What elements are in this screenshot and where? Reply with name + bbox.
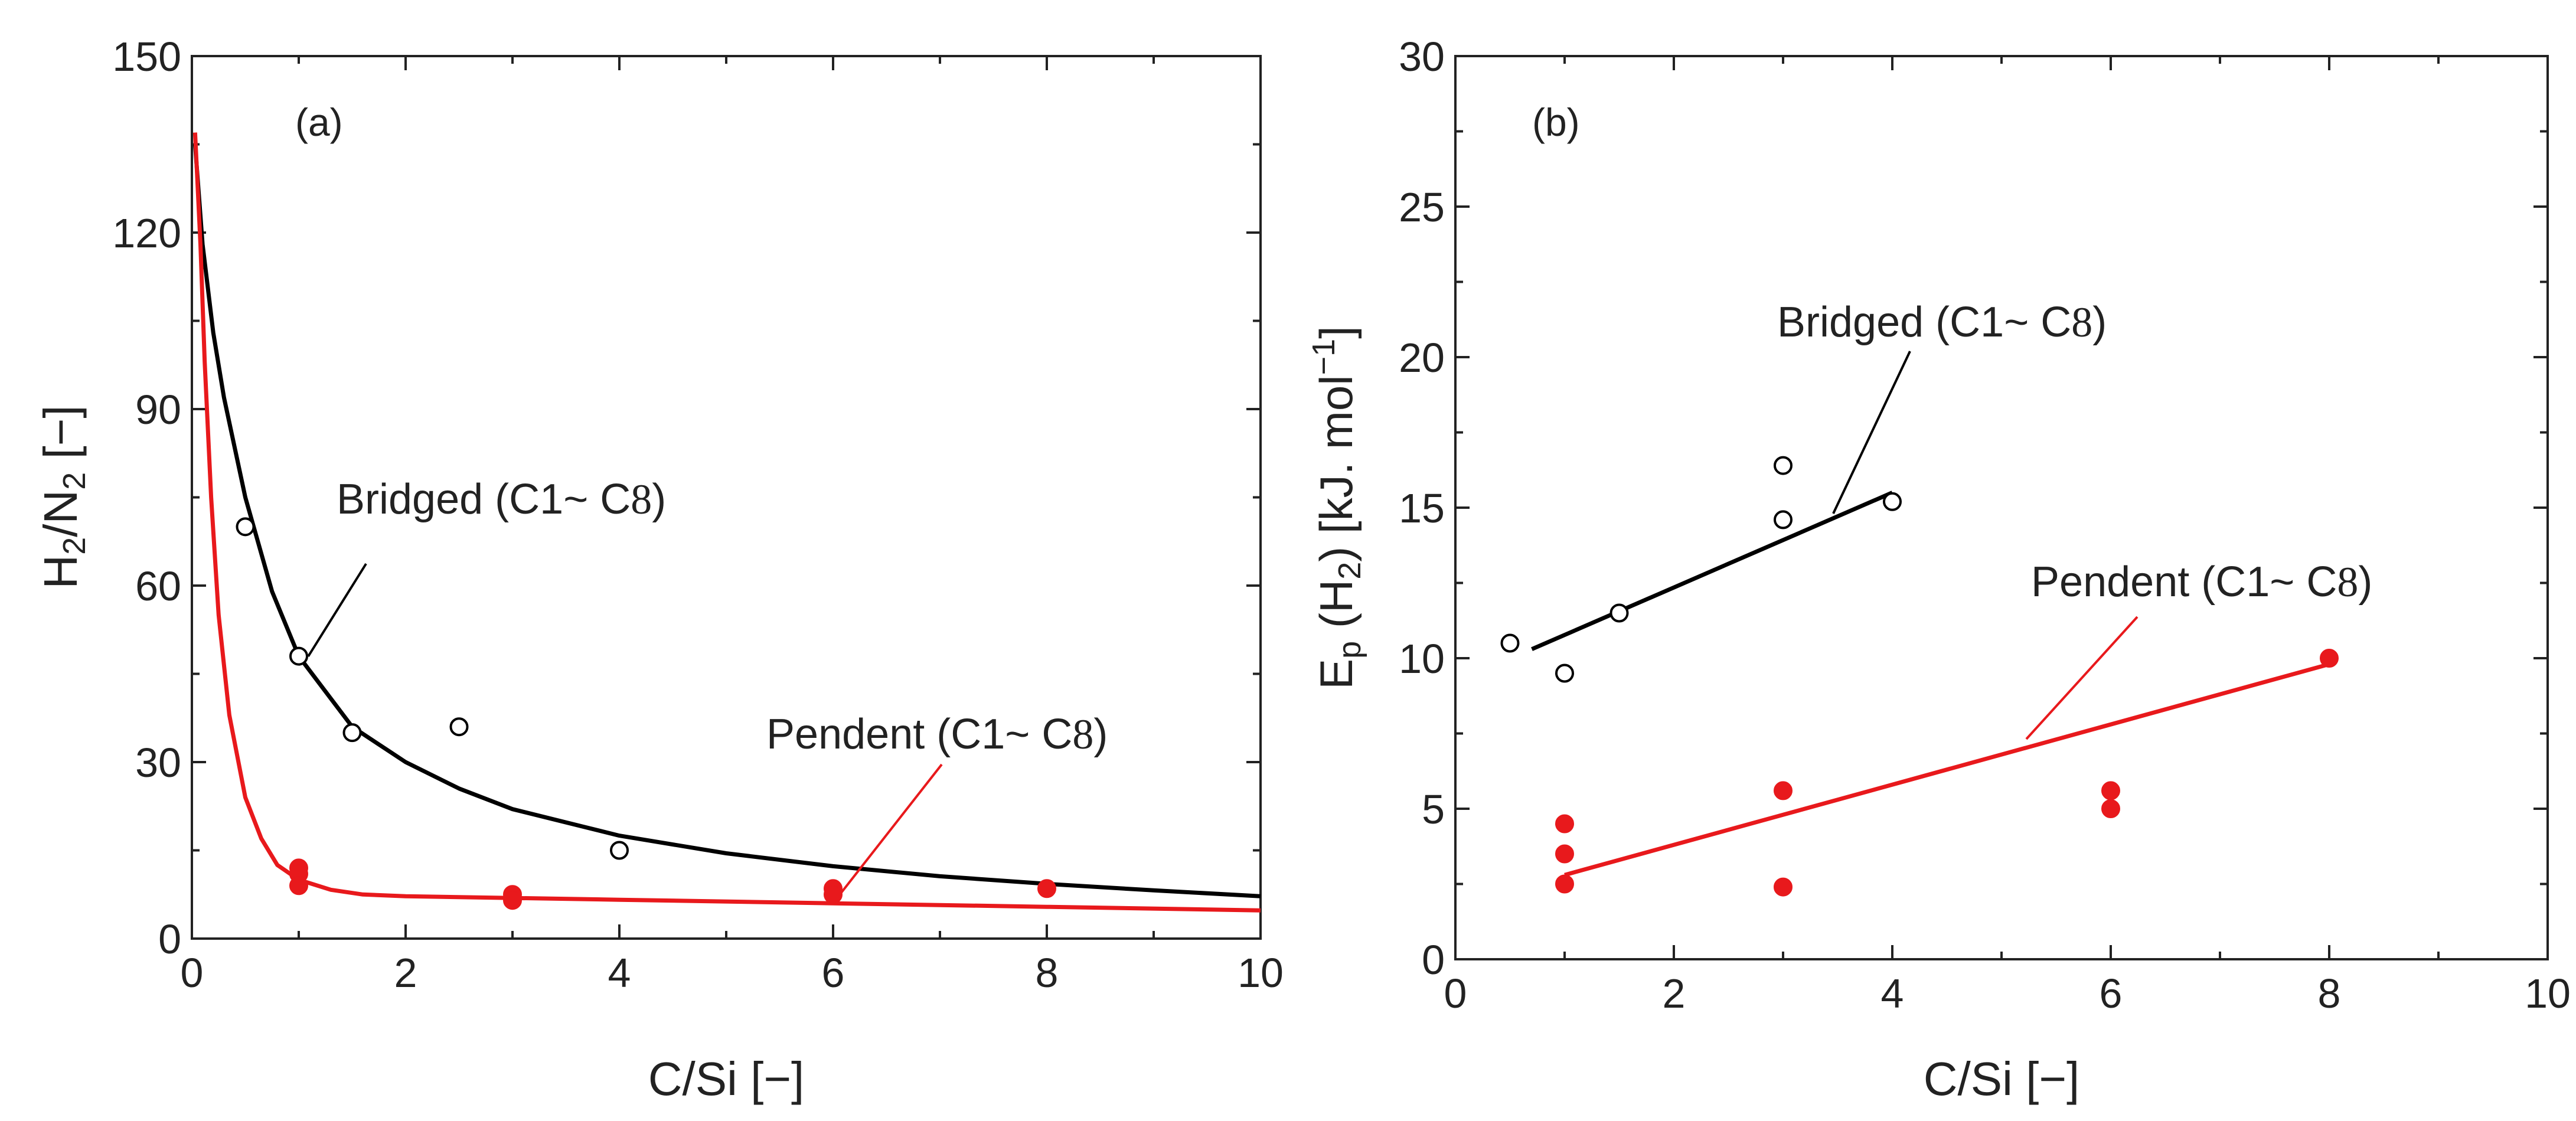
panel-a-bridged-leader-line bbox=[307, 563, 367, 658]
panel-b-x-axis-title: C/Si [−] bbox=[1924, 1053, 2080, 1105]
panel-a-pendent-annotation: Pendent (C1~ C8) bbox=[766, 711, 1108, 758]
panel-b-bridged-data-point bbox=[1609, 603, 1629, 623]
panel-a-bridged-data-point bbox=[342, 723, 362, 743]
panel-b-x-tick-label: 0 bbox=[1444, 970, 1467, 1017]
panel-a-bridged-data-point bbox=[449, 717, 469, 737]
panel-b-y-tick-label: 30 bbox=[1399, 34, 1445, 80]
panel-a-pendent-data-point bbox=[503, 891, 522, 910]
panel-b-y-tick-label: 10 bbox=[1399, 636, 1445, 682]
panel-a-pendent-fit-line bbox=[192, 132, 1261, 913]
panel-b-y-tick-label: 15 bbox=[1399, 485, 1445, 531]
panel-a-ticks bbox=[191, 55, 1262, 940]
panel-a-x-tick-label: 8 bbox=[1036, 950, 1059, 996]
panel-a-data-points bbox=[236, 517, 1056, 910]
panel-b-pendent-data-point bbox=[1774, 781, 1793, 800]
panel-b-pendent-data-point bbox=[1555, 814, 1574, 834]
panel-b-fit-lines bbox=[1531, 491, 2330, 877]
panel-b-pendent-leader-line bbox=[2025, 616, 2138, 740]
panel-b-bridged-data-point bbox=[1500, 633, 1520, 653]
panel-b-x-tick-label: 10 bbox=[2525, 970, 2571, 1017]
panel-b-data-points bbox=[1500, 456, 2339, 897]
panel-a-x-tick-label: 10 bbox=[1238, 950, 1284, 996]
panel-b-tick-labels: 0 2 4 6 8 10 0 5 10 15 20 25 30 bbox=[1399, 34, 2571, 1017]
panel-b-pendent-data-point bbox=[2101, 781, 2120, 800]
panel-b-x-tick-label: 2 bbox=[1663, 970, 1686, 1017]
panel-b-pendent-annotation: Pendent (C1~ C8) bbox=[2031, 558, 2372, 606]
panel-a-y-tick-label: 60 bbox=[135, 563, 181, 609]
panel-a-label: (a) bbox=[295, 100, 343, 144]
panel-a-pendent-data-point bbox=[289, 876, 308, 896]
panel-a-y-tick-label: 0 bbox=[158, 916, 181, 962]
panel-a-y-tick-label: 90 bbox=[135, 387, 181, 433]
panel-a-tick-labels: 0 2 4 6 8 10 0 30 60 90 120 150 bbox=[112, 34, 1284, 996]
panel-a-x-tick-label: 2 bbox=[394, 950, 417, 996]
panel-b-bridged-annotation: Bridged (C1~ C8) bbox=[1777, 299, 2107, 346]
panel-a-x-axis-title: C/Si [−] bbox=[648, 1053, 805, 1105]
panel-b: 0 2 4 6 8 10 0 5 10 15 20 25 30 (b) Bridged (C1~ C8)… bbox=[1306, 34, 2571, 1105]
panel-b-pendent-fit-line bbox=[1564, 662, 2330, 877]
panel-a-bridged-data-point bbox=[610, 841, 629, 860]
panel-b-pendent-data-point bbox=[1555, 874, 1574, 894]
panel-b-y-tick-label: 0 bbox=[1422, 937, 1445, 983]
panel-a-pendent-data-point bbox=[1037, 879, 1056, 898]
panel-b-bridged-data-point bbox=[1774, 456, 1793, 475]
panel-b-label: (b) bbox=[1532, 100, 1580, 144]
panel-a-y-axis-title: H2/N2 [−] bbox=[34, 405, 92, 589]
panel-a-fit-curves bbox=[192, 132, 1261, 913]
panel-b-bridged-fit-line bbox=[1531, 491, 1893, 651]
panel-b-pendent-data-point bbox=[1555, 844, 1574, 864]
panel-b-pendent-data-point bbox=[2320, 649, 2339, 668]
panel-b-y-tick-label: 20 bbox=[1399, 335, 1445, 381]
panel-a-bridged-data-point bbox=[236, 517, 255, 537]
panel-b-pendent-data-point bbox=[1774, 877, 1793, 897]
panel-b-pendent-data-point bbox=[2101, 799, 2120, 818]
panel-a-x-tick-label: 6 bbox=[822, 950, 845, 996]
panel-b-bridged-data-point bbox=[1555, 664, 1574, 683]
panel-a-bridged-data-point bbox=[289, 646, 308, 666]
panel-a-bridged-annotation: Bridged (C1~ C8) bbox=[337, 476, 666, 523]
panel-b-y-axis-title: Ep (H2) [kJ. mol−1] bbox=[1306, 326, 1367, 689]
panel-b-bridged-data-point bbox=[1883, 492, 1902, 511]
panel-a-y-tick-label: 120 bbox=[112, 210, 181, 256]
panel-a-y-tick-label: 150 bbox=[112, 34, 181, 80]
panel-a: 0 2 4 6 8 10 0 30 60 90 120 150 (a) Bridged (C1~ C8… bbox=[34, 34, 1284, 1105]
panel-a-bridged-fit-line bbox=[192, 144, 1261, 898]
panel-a-pendent-leader-line bbox=[840, 763, 943, 894]
panel-b-plot-frame bbox=[1454, 55, 2549, 960]
panel-a-pendent-data-point bbox=[824, 885, 843, 904]
panel-b-bridged-data-point bbox=[1774, 510, 1793, 530]
panel-b-x-tick-label: 8 bbox=[2318, 970, 2341, 1017]
panel-b-x-tick-label: 4 bbox=[1881, 970, 1904, 1017]
panel-a-x-tick-label: 4 bbox=[608, 950, 631, 996]
panel-b-y-tick-label: 5 bbox=[1422, 786, 1445, 832]
panel-b-bridged-leader-line bbox=[1832, 351, 1911, 514]
panel-b-ticks bbox=[1454, 55, 2549, 960]
panel-b-x-tick-label: 6 bbox=[2100, 970, 2123, 1017]
panel-b-y-tick-label: 25 bbox=[1399, 184, 1445, 230]
panel-a-x-tick-label: 0 bbox=[181, 950, 204, 996]
panel-a-y-tick-label: 30 bbox=[135, 740, 181, 786]
